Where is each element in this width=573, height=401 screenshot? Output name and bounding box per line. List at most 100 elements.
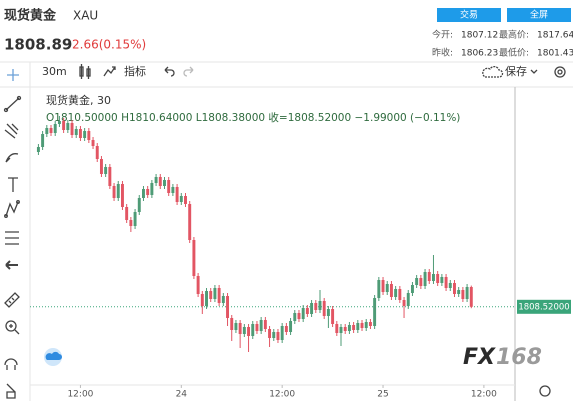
- candle-body: [356, 323, 360, 330]
- redo-icon[interactable]: [183, 66, 194, 77]
- x-tick-label: 12:00: [269, 390, 295, 400]
- save-dropdown[interactable]: [530, 69, 538, 74]
- candle-body: [163, 180, 166, 186]
- indicator-icon[interactable]: [103, 66, 116, 77]
- candle-body: [196, 276, 200, 294]
- fullscreen-button[interactable]: [507, 8, 571, 22]
- candle-body: [444, 277, 448, 288]
- candle-body: [381, 280, 385, 292]
- settings-icon[interactable]: [554, 66, 566, 78]
- stat-value: 1807.12: [461, 31, 498, 41]
- candle-body: [276, 332, 280, 340]
- cloud-icon[interactable]: [482, 65, 504, 78]
- stat-value: 1806.23: [461, 49, 498, 59]
- candle-body: [373, 298, 377, 326]
- candle-body: [280, 326, 284, 340]
- candle-body: [150, 183, 154, 195]
- candle-body: [49, 128, 53, 133]
- undo-icon[interactable]: [164, 66, 175, 77]
- candle-body: [158, 177, 162, 186]
- stat-label: 最低价:: [499, 47, 529, 59]
- candle-body: [284, 326, 288, 332]
- candle-body: [448, 283, 452, 288]
- candle-body: [410, 285, 414, 293]
- x-tick-label: 24: [176, 390, 188, 400]
- candle-body: [45, 128, 49, 134]
- candle-body: [179, 196, 183, 202]
- candle-body: [209, 291, 213, 299]
- x-tick-label: 12:00: [67, 390, 93, 400]
- candle-body: [95, 146, 99, 159]
- candle-body: [108, 167, 112, 186]
- trade-button[interactable]: [437, 8, 501, 22]
- candle-body: [184, 196, 187, 204]
- candle-body: [230, 318, 234, 330]
- fullscreen-button-label[interactable]: 全屏: [530, 9, 548, 21]
- candle-body: [251, 324, 255, 336]
- candle-body: [389, 284, 393, 297]
- candle-body: [326, 309, 330, 316]
- candle-body: [125, 207, 129, 220]
- candle-body: [398, 289, 402, 300]
- candle-body: [360, 323, 364, 328]
- price-label: 1808.52000: [518, 302, 569, 312]
- candle-body: [289, 321, 293, 332]
- save-button[interactable]: 保存: [505, 64, 527, 78]
- candle-body: [205, 291, 208, 306]
- candle-body: [394, 289, 398, 297]
- candle-body: [137, 198, 141, 212]
- candle-body: [322, 301, 326, 316]
- candle-body: [91, 140, 95, 146]
- stat-label: 最高价:: [499, 29, 529, 41]
- candle-body: [116, 184, 120, 198]
- candle-body: [436, 274, 440, 283]
- trade-button-label[interactable]: 交易: [460, 9, 478, 21]
- candle-body: [234, 323, 238, 330]
- candle-body: [41, 134, 45, 147]
- candle-body: [167, 180, 171, 193]
- candle-body: [217, 288, 221, 303]
- x-tick-label: 25: [377, 390, 388, 400]
- candle-body: [87, 131, 91, 140]
- candle-body: [301, 308, 305, 319]
- candle-body: [377, 280, 381, 298]
- candle-body: [406, 293, 410, 306]
- candle-body: [335, 324, 339, 333]
- candle-body: [221, 296, 225, 303]
- candle-body: [70, 123, 74, 135]
- candle-body: [146, 189, 150, 195]
- drawing-tools[interactable]: [3, 69, 22, 399]
- candle-body: [99, 159, 103, 174]
- settings-icon[interactable]: [557, 69, 563, 75]
- candle-body: [192, 240, 196, 276]
- candle-body: [112, 186, 116, 198]
- candle-body: [66, 123, 70, 130]
- candle-body: [268, 329, 272, 338]
- candle-body: [310, 303, 314, 314]
- candle-body: [238, 323, 242, 334]
- price: 1808.89: [4, 36, 72, 54]
- chart-type-icon[interactable]: [79, 64, 91, 79]
- indicator-button[interactable]: 指标: [124, 64, 146, 78]
- axis-settings-icon[interactable]: [539, 385, 551, 397]
- candle-body: [62, 121, 66, 130]
- candle-body: [154, 177, 158, 183]
- watermark-text: 168: [496, 345, 542, 370]
- candle-body: [263, 320, 267, 329]
- candle-body: [364, 322, 368, 328]
- candle-body: [469, 287, 473, 307]
- candle-body: [36, 147, 40, 152]
- candle-body: [74, 129, 78, 135]
- candle-body: [226, 296, 230, 318]
- legend-ohlc: O1810.50000 H1810.64000 L1808.38000 收=18…: [46, 111, 460, 124]
- candle-body: [465, 287, 469, 299]
- candle-body: [331, 309, 335, 324]
- interval-button[interactable]: 30m: [42, 65, 67, 78]
- cloud-badge-icon[interactable]: [45, 351, 62, 360]
- candle-body: [242, 327, 246, 334]
- candle-body: [133, 212, 137, 226]
- candle-body: [352, 325, 356, 330]
- candles: [36, 116, 473, 352]
- candle-body: [188, 204, 192, 240]
